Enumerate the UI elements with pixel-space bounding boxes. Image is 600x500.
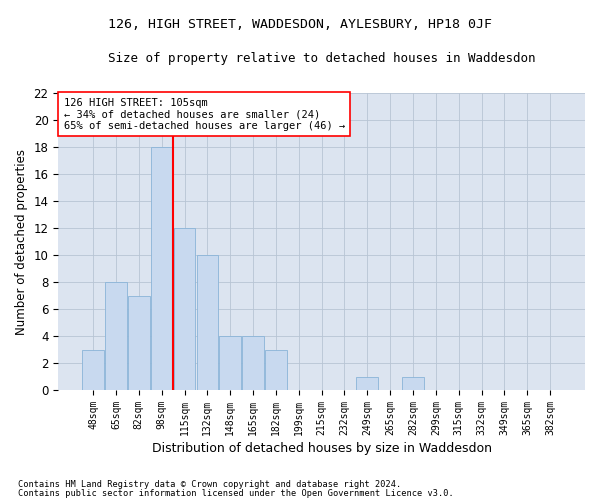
Bar	[265, 350, 287, 390]
Text: Contains HM Land Registry data © Crown copyright and database right 2024.: Contains HM Land Registry data © Crown c…	[18, 480, 401, 489]
Bar	[402, 376, 424, 390]
Bar	[105, 282, 127, 390]
Bar	[128, 296, 149, 390]
Bar	[82, 350, 104, 390]
Text: 126, HIGH STREET, WADDESDON, AYLESBURY, HP18 0JF: 126, HIGH STREET, WADDESDON, AYLESBURY, …	[108, 18, 492, 30]
Bar	[356, 376, 378, 390]
Y-axis label: Number of detached properties: Number of detached properties	[15, 148, 28, 334]
Bar	[242, 336, 264, 390]
Bar	[197, 255, 218, 390]
Title: Size of property relative to detached houses in Waddesdon: Size of property relative to detached ho…	[108, 52, 535, 66]
Text: Contains public sector information licensed under the Open Government Licence v3: Contains public sector information licen…	[18, 488, 454, 498]
Bar	[151, 147, 173, 390]
X-axis label: Distribution of detached houses by size in Waddesdon: Distribution of detached houses by size …	[152, 442, 491, 455]
Bar	[173, 228, 196, 390]
Bar	[220, 336, 241, 390]
Text: 126 HIGH STREET: 105sqm
← 34% of detached houses are smaller (24)
65% of semi-de: 126 HIGH STREET: 105sqm ← 34% of detache…	[64, 98, 345, 130]
